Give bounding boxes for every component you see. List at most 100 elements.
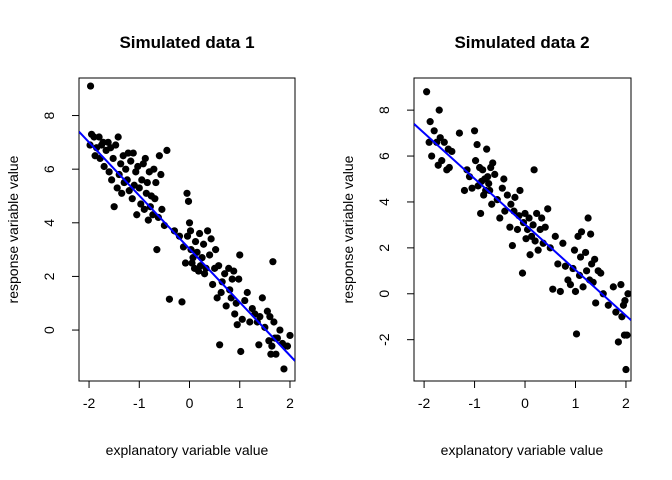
data-point bbox=[134, 162, 142, 171]
data-point bbox=[110, 203, 118, 211]
chart-panel-1: Simulated data 1 -2 -1 0 1 2 explanatory varia… bbox=[5, 33, 296, 458]
data-point bbox=[170, 227, 179, 235]
data-point bbox=[221, 270, 229, 278]
data-point bbox=[448, 147, 456, 156]
data-point bbox=[538, 214, 546, 222]
data-point bbox=[503, 191, 511, 199]
data-point bbox=[614, 338, 622, 346]
chart-panel-2: Simulated data 2 -2 -1 0 1 2 explanatory varia… bbox=[340, 33, 632, 458]
data-point bbox=[272, 350, 280, 358]
data-point bbox=[612, 308, 620, 316]
data-point bbox=[584, 214, 592, 222]
data-point bbox=[559, 239, 567, 247]
data-point bbox=[485, 179, 493, 188]
data-point bbox=[140, 205, 148, 213]
data-point bbox=[460, 186, 469, 195]
data-point bbox=[526, 251, 534, 259]
data-point bbox=[86, 82, 95, 90]
data-point bbox=[128, 195, 136, 203]
data-point bbox=[191, 237, 200, 246]
data-point bbox=[270, 318, 278, 326]
data-point bbox=[544, 205, 552, 213]
data-point bbox=[158, 205, 166, 213]
data-point bbox=[178, 298, 186, 306]
data-point bbox=[470, 127, 479, 135]
data-point bbox=[263, 307, 271, 315]
data-point bbox=[621, 297, 629, 305]
data-point bbox=[124, 149, 132, 157]
plot-frame bbox=[413, 77, 632, 382]
data-point bbox=[489, 159, 497, 167]
data-point bbox=[129, 149, 137, 157]
data-point bbox=[216, 341, 224, 349]
x-tick-label: -1 bbox=[468, 395, 481, 411]
data-point bbox=[529, 221, 537, 229]
data-point bbox=[440, 138, 448, 146]
data-point bbox=[570, 246, 579, 254]
data-point bbox=[90, 133, 98, 141]
data-point bbox=[498, 184, 506, 192]
data-point bbox=[95, 133, 103, 141]
data-point bbox=[549, 285, 557, 293]
x-tick-label: 1 bbox=[572, 395, 580, 411]
data-point bbox=[105, 168, 113, 176]
data-point bbox=[430, 127, 438, 135]
data-point bbox=[202, 264, 210, 272]
data-point bbox=[463, 166, 471, 174]
data-point bbox=[508, 241, 517, 250]
data-point bbox=[445, 163, 453, 172]
data-point bbox=[155, 152, 163, 160]
data-point bbox=[283, 342, 292, 350]
data-point bbox=[479, 166, 487, 174]
y-tick-label: 4 bbox=[376, 198, 392, 206]
data-point bbox=[576, 253, 585, 261]
data-point bbox=[207, 235, 215, 243]
data-point bbox=[579, 283, 587, 291]
data-point bbox=[133, 211, 141, 219]
x-tick-label: 1 bbox=[236, 395, 244, 411]
data-point bbox=[99, 138, 107, 146]
data-point bbox=[256, 313, 264, 321]
data-point bbox=[518, 269, 527, 277]
data-point bbox=[213, 294, 221, 302]
data-point bbox=[622, 365, 630, 374]
data-point bbox=[575, 271, 584, 280]
data-point bbox=[181, 259, 190, 267]
data-point bbox=[525, 214, 533, 222]
x-axis-label: explanatory variable value bbox=[106, 442, 269, 458]
data-point bbox=[435, 106, 443, 114]
data-point bbox=[265, 337, 273, 345]
x-tick-label: 0 bbox=[521, 395, 529, 411]
y-tick-label: 8 bbox=[376, 106, 392, 114]
data-point bbox=[152, 178, 160, 187]
data-point bbox=[541, 223, 549, 231]
y-tick-label: 8 bbox=[41, 111, 57, 119]
data-point bbox=[118, 189, 126, 197]
data-point bbox=[241, 296, 249, 305]
data-point bbox=[237, 347, 245, 356]
data-point bbox=[522, 235, 530, 243]
data-point bbox=[183, 232, 192, 240]
data-point bbox=[209, 280, 217, 289]
y-axis-label: response variable value bbox=[340, 155, 356, 303]
data-point bbox=[153, 246, 161, 254]
data-point bbox=[501, 207, 509, 215]
data-point bbox=[137, 200, 145, 208]
data-point bbox=[112, 141, 120, 149]
data-point bbox=[280, 365, 288, 373]
data-point bbox=[231, 310, 239, 318]
data-point bbox=[572, 330, 581, 338]
data-point bbox=[125, 187, 133, 195]
data-point bbox=[531, 237, 539, 245]
data-point bbox=[235, 275, 243, 283]
data-point bbox=[491, 170, 499, 179]
data-point bbox=[255, 341, 263, 349]
data-point bbox=[426, 118, 434, 126]
data-point bbox=[144, 216, 152, 224]
y-tick-label: 4 bbox=[41, 219, 57, 227]
data-point bbox=[246, 318, 254, 326]
data-point bbox=[477, 209, 485, 218]
x-tick-label: 0 bbox=[186, 395, 194, 411]
data-point bbox=[507, 200, 515, 208]
data-point bbox=[534, 246, 542, 254]
